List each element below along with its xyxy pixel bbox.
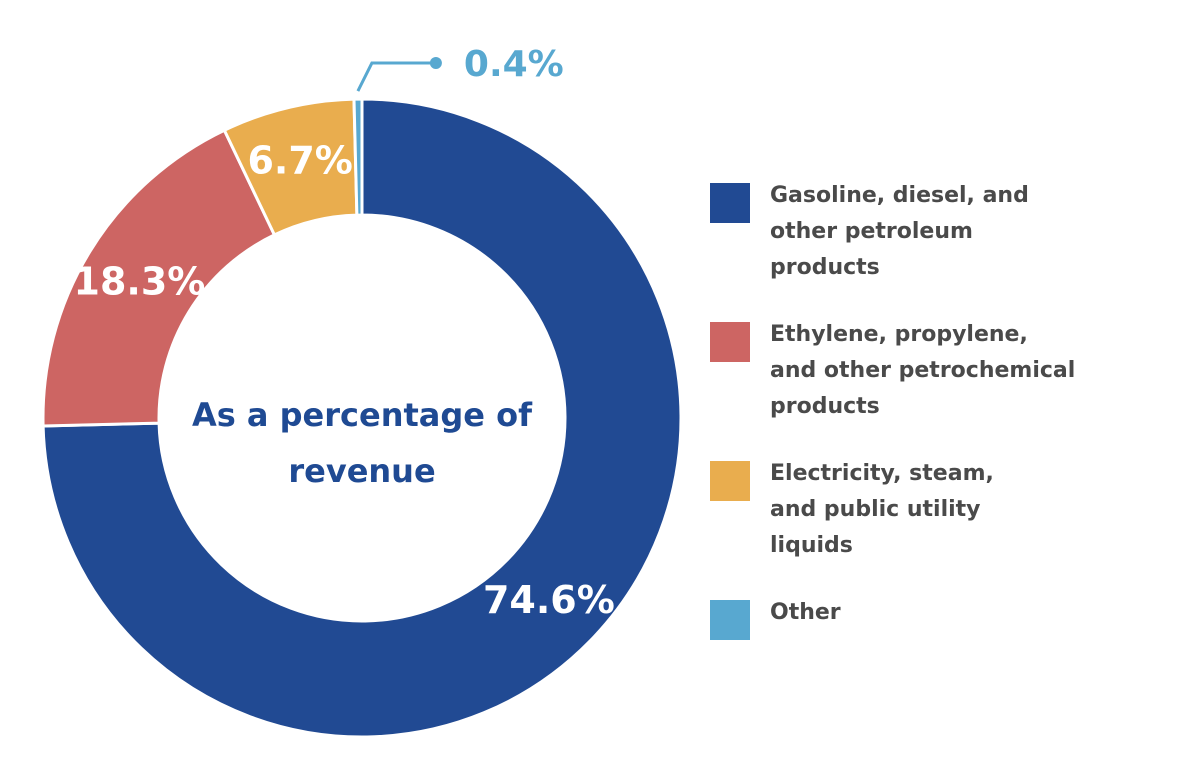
legend-swatch-other	[710, 600, 750, 640]
legend-swatch-utilities	[710, 461, 750, 501]
legend-swatch-petroleum	[710, 183, 750, 223]
callout-line-3	[356, 61, 436, 92]
slice-label-3: 0.4%	[464, 44, 564, 85]
legend-item-other: Other	[710, 595, 1170, 640]
center-label-line-2: revenue	[288, 452, 435, 490]
legend-label-petrochemical: Ethylene, propylene, and other petrochem…	[770, 322, 1076, 419]
slice-label-2: 6.7%	[247, 138, 352, 182]
callout-dot-3	[429, 57, 442, 70]
slice-0	[41, 97, 683, 739]
legend-label-other: Other	[770, 600, 841, 625]
slice-labels: 74.6% 18.3% 6.7% 0.4%	[74, 44, 615, 622]
donut-chart: 74.6% 18.3% 6.7% 0.4% As a percentage of re…	[41, 44, 683, 739]
slice-3	[352, 97, 364, 217]
donut-slices	[41, 97, 683, 739]
legend-item-petroleum: Gasoline, diesel, and other petroleum pr…	[710, 178, 1170, 286]
legend-swatch-petrochemical	[710, 322, 750, 362]
slice-1	[41, 128, 277, 428]
legend-label-utilities: Electricity, steam, and public utility l…	[770, 461, 994, 558]
legend: Gasoline, diesel, and other petroleum pr…	[710, 178, 1170, 671]
center-label-line-1: As a percentage of	[192, 396, 533, 434]
slice-label-0: 74.6%	[483, 578, 615, 622]
slice-label-1: 18.3%	[74, 260, 206, 304]
legend-item-petrochemical: Ethylene, propylene, and other petrochem…	[710, 317, 1170, 425]
legend-item-utilities: Electricity, steam, and public utility l…	[710, 456, 1170, 564]
legend-label-petroleum: Gasoline, diesel, and other petroleum pr…	[770, 183, 1029, 280]
